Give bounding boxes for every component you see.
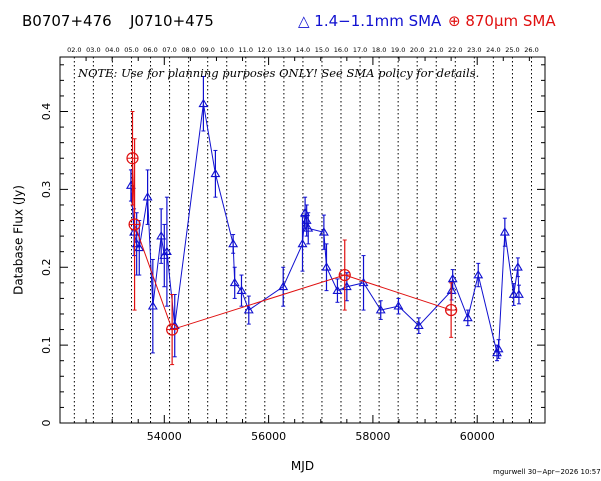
- top-tick-label: 09.0: [200, 46, 214, 54]
- top-tick-label: 04.0: [105, 46, 119, 54]
- y-axis-label: Database Flux (Jy): [12, 185, 26, 295]
- top-tick-label: 08.0: [181, 46, 195, 54]
- data-point-triangle: [236, 285, 247, 294]
- legend-entry-870um: ⊕ 870μm SMA: [448, 12, 556, 30]
- top-tick-label: 03.0: [86, 46, 100, 54]
- series-line: [131, 158, 452, 331]
- data-point-triangle: [332, 285, 343, 294]
- top-tick-label: 12.0: [258, 46, 272, 54]
- data-point-triangle: [499, 227, 510, 236]
- planning-note: NOTE: Use for planning purposes ONLY! Se…: [78, 66, 480, 80]
- top-tick-label: 02.0: [67, 46, 81, 54]
- top-tick-label: 05.0: [124, 46, 138, 54]
- footer-credit: mgurwell 30−Apr−2026 10:57: [493, 468, 601, 476]
- data-point-triangle: [393, 301, 404, 310]
- top-tick-label: 21.0: [429, 46, 443, 54]
- top-tick-label: 17.0: [353, 46, 367, 54]
- top-tick-label: 24.0: [486, 46, 500, 54]
- data-point-triangle: [210, 168, 221, 178]
- data-point-triangle: [413, 320, 424, 330]
- data-point-triangle: [297, 238, 308, 248]
- data-point-triangle: [321, 262, 332, 271]
- y-tick-label: 0.2: [40, 259, 53, 277]
- data-point-triangle: [142, 192, 153, 201]
- x-tick-label: 58000: [355, 430, 390, 443]
- top-tick-label: 22.0: [448, 46, 462, 54]
- data-point-triangle: [508, 289, 519, 298]
- top-tick-label: 25.0: [505, 46, 519, 54]
- top-tick-label: 18.0: [372, 46, 386, 54]
- data-point-triangle: [278, 281, 289, 291]
- top-tick-label: 11.0: [239, 46, 253, 54]
- data-point-triangle: [134, 242, 145, 252]
- data-point-triangle: [462, 312, 473, 322]
- top-tick-label: 10.0: [219, 46, 233, 54]
- x-tick-label: 56000: [251, 430, 286, 443]
- top-tick-label: 19.0: [391, 46, 405, 54]
- source-name-primary: B0707+476: [22, 12, 112, 30]
- x-tick-label: 54000: [147, 430, 182, 443]
- data-point-triangle: [447, 273, 458, 283]
- data-point-triangle: [243, 305, 254, 314]
- data-point-triangle: [303, 223, 314, 232]
- data-point-triangle: [493, 343, 504, 353]
- x-tick-label: 60000: [460, 430, 495, 443]
- series-line: [130, 103, 520, 355]
- top-tick-label: 13.0: [277, 46, 291, 54]
- top-tick-label: 20.0: [410, 46, 424, 54]
- data-point-triangle: [512, 262, 523, 271]
- data-point-triangle: [161, 246, 172, 256]
- top-tick-label: 14.0: [296, 46, 310, 54]
- y-tick-label: 0.4: [40, 103, 53, 121]
- top-tick-label: 06.0: [143, 46, 157, 54]
- top-tick-label: 26.0: [524, 46, 538, 54]
- data-point-triangle: [156, 231, 167, 240]
- y-tick-label: 0.3: [40, 181, 53, 199]
- top-tick-label: 23.0: [467, 46, 481, 54]
- data-point-triangle: [513, 289, 524, 298]
- data-point-triangle: [147, 301, 158, 310]
- data-point-triangle: [473, 269, 484, 279]
- data-point-triangle: [375, 305, 386, 314]
- data-point-triangle: [228, 238, 239, 248]
- data-point-triangle: [318, 227, 329, 236]
- plot-frame: [59, 56, 546, 424]
- y-tick-label: 0: [40, 420, 53, 427]
- data-point-triangle: [198, 98, 209, 108]
- source-name-alias: J0710+475: [130, 12, 214, 30]
- top-tick-label: 15.0: [315, 46, 329, 54]
- legend-entry-1mm: △ 1.4−1.1mm SMA: [298, 12, 442, 30]
- data-point-triangle: [229, 277, 240, 287]
- y-tick-label: 0.1: [40, 336, 53, 354]
- x-axis-label: MJD: [291, 459, 314, 473]
- top-tick-label: 07.0: [162, 46, 176, 54]
- top-tick-label: 16.0: [334, 46, 348, 54]
